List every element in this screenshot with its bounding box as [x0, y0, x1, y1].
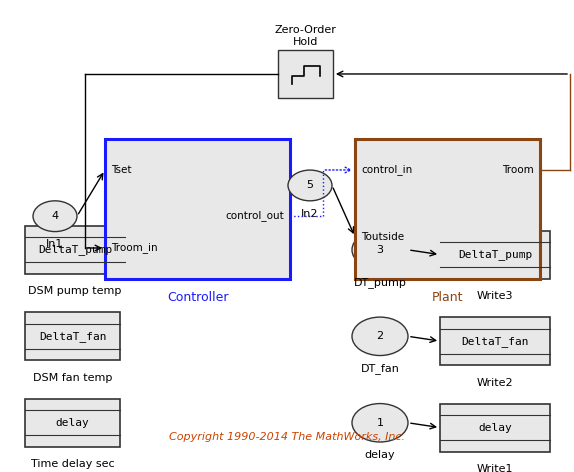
Text: Write3: Write3: [477, 291, 513, 301]
Text: Write1: Write1: [477, 464, 513, 472]
Bar: [25, 399, 120, 447]
Ellipse shape: [352, 404, 408, 442]
Text: DSM fan temp: DSM fan temp: [33, 373, 112, 383]
Text: Time delay sec: Time delay sec: [30, 459, 114, 469]
Text: DSM pump temp: DSM pump temp: [28, 287, 122, 296]
Text: delay: delay: [478, 422, 512, 432]
Text: DeltaT_fan: DeltaT_fan: [39, 331, 106, 342]
Text: Controller: Controller: [167, 291, 228, 304]
Text: 2: 2: [377, 331, 383, 341]
Text: 5: 5: [307, 180, 313, 190]
Text: delay: delay: [364, 450, 395, 460]
Bar: [278, 50, 333, 98]
Bar: [440, 231, 550, 278]
Text: Copyright 1990-2014 The MathWorks, Inc.: Copyright 1990-2014 The MathWorks, Inc.: [169, 432, 405, 442]
Bar: [440, 404, 550, 452]
Text: In2: In2: [301, 209, 319, 219]
Text: 4: 4: [52, 211, 59, 221]
Text: Plant: Plant: [432, 291, 463, 304]
Bar: [440, 317, 550, 365]
Text: In1: In1: [46, 239, 64, 249]
Text: DeltaT_pump: DeltaT_pump: [38, 244, 112, 255]
Ellipse shape: [352, 231, 408, 269]
Text: Troom_in: Troom_in: [111, 243, 158, 253]
Ellipse shape: [288, 170, 332, 201]
Text: Write2: Write2: [476, 378, 513, 388]
Ellipse shape: [33, 201, 77, 232]
Text: Troom: Troom: [502, 165, 534, 175]
Text: 3: 3: [377, 245, 383, 255]
Text: control_out: control_out: [225, 211, 284, 221]
Text: DT_pump: DT_pump: [354, 277, 406, 287]
Bar: [25, 226, 125, 274]
Bar: [105, 139, 290, 278]
Text: control_in: control_in: [361, 165, 412, 176]
Text: DeltaT_pump: DeltaT_pump: [458, 249, 532, 260]
Text: Toutside: Toutside: [361, 232, 404, 242]
Text: Zero-Order
Hold: Zero-Order Hold: [274, 25, 336, 47]
Text: DeltaT_fan: DeltaT_fan: [461, 336, 529, 346]
Text: DT_fan: DT_fan: [360, 363, 400, 374]
Text: Tset: Tset: [111, 165, 131, 175]
Text: 1: 1: [377, 418, 383, 428]
Bar: [355, 139, 540, 278]
Text: delay: delay: [56, 418, 90, 428]
Ellipse shape: [352, 317, 408, 355]
Bar: [25, 312, 120, 360]
